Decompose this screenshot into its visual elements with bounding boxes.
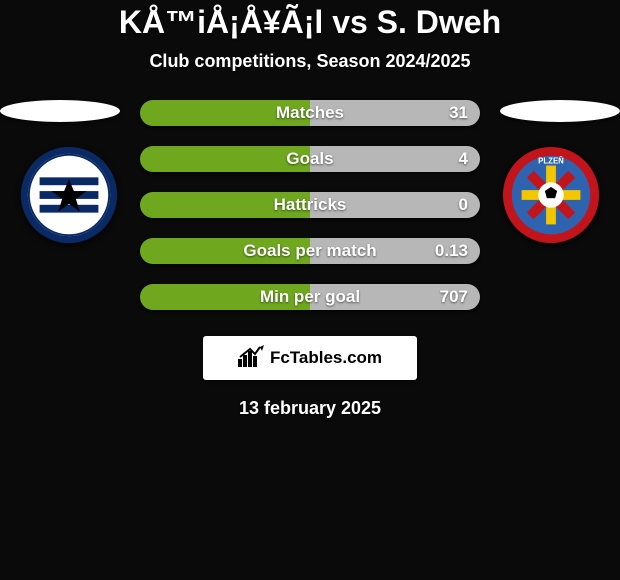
brand-box[interactable]: FcTables.com: [203, 336, 417, 380]
stat-label: Min per goal: [260, 287, 360, 307]
stat-value: 0: [459, 195, 468, 215]
date-line: 13 february 2025: [0, 398, 620, 419]
page-title: KÅ™iÅ¡Å¥Ã¡l vs S. Dweh: [0, 0, 620, 41]
stat-row: Goals per match 0.13: [140, 238, 480, 264]
team-left-badge-icon: SK SIGMA: [20, 146, 118, 244]
bar-chart-icon: [238, 345, 264, 372]
stats-rows: Matches 31 Goals 4 Hattricks 0 Goals per…: [140, 100, 480, 310]
brand-text: FcTables.com: [270, 348, 382, 368]
stat-value: 0.13: [435, 241, 468, 261]
content-area: SK SIGMA PLZEŇ Matches 31: [0, 100, 620, 419]
player-right-ellipse: [500, 100, 620, 122]
stat-row: Matches 31: [140, 100, 480, 126]
stat-value: 707: [440, 287, 468, 307]
stat-row: Goals 4: [140, 146, 480, 172]
stat-bar-right: [310, 146, 480, 172]
stat-value: 4: [459, 149, 468, 169]
stat-label: Goals: [286, 149, 333, 169]
stat-row: Min per goal 707: [140, 284, 480, 310]
team-left-badge: SK SIGMA: [20, 146, 118, 244]
team-right-badge: PLZEŇ: [502, 146, 600, 244]
team-right-badge-icon: PLZEŇ: [502, 146, 600, 244]
stat-row: Hattricks 0: [140, 192, 480, 218]
player-left-ellipse: [0, 100, 120, 122]
stat-label: Hattricks: [274, 195, 347, 215]
team-left-label: SK SIGMA: [52, 163, 86, 170]
page-subtitle: Club competitions, Season 2024/2025: [0, 51, 620, 72]
stat-bar-left: [140, 146, 310, 172]
team-right-label: PLZEŇ: [538, 157, 564, 166]
stat-value: 31: [449, 103, 468, 123]
stat-label: Matches: [276, 103, 344, 123]
stat-label: Goals per match: [243, 241, 376, 261]
